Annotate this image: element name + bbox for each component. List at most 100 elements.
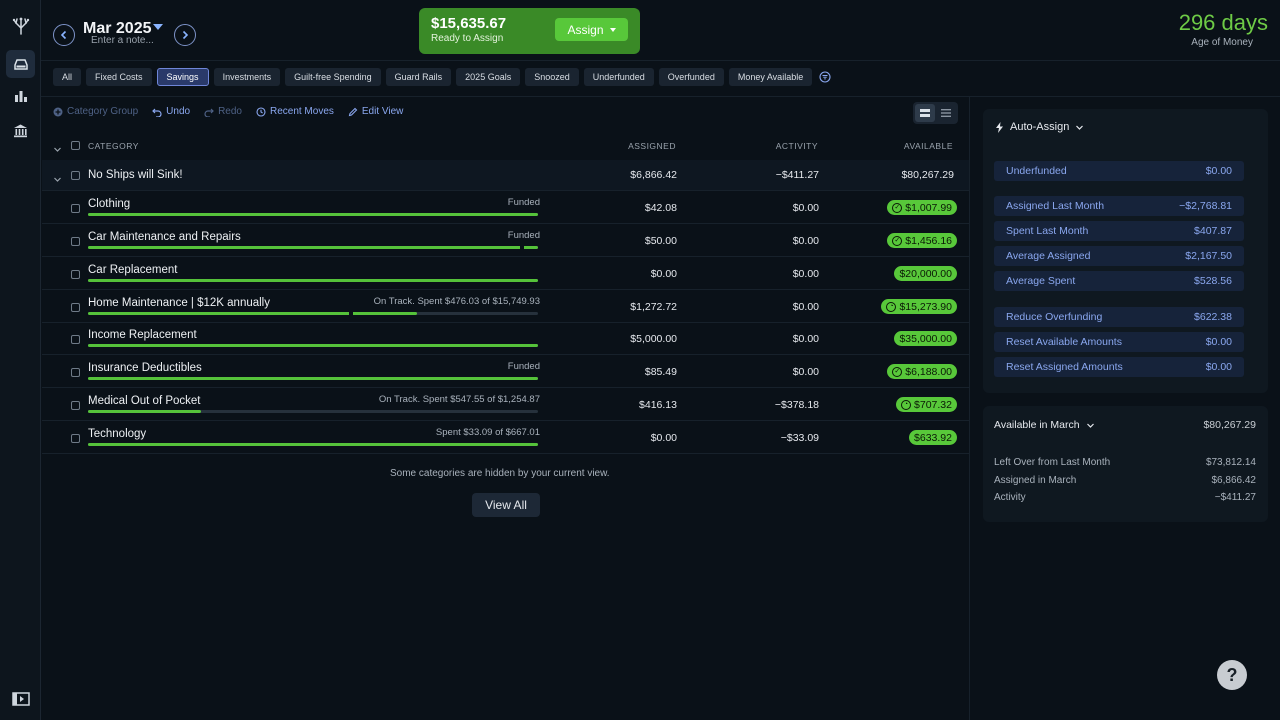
filter-settings-icon[interactable]	[819, 71, 831, 83]
category-name[interactable]: Income Replacement	[88, 329, 197, 341]
auto-assign-spent-last-month[interactable]: Spent Last Month $407.87	[994, 221, 1244, 241]
auto-assign-average-spent[interactable]: Average Spent $528.56	[994, 271, 1244, 291]
auto-assign-reset-available[interactable]: Reset Available Amounts $0.00	[994, 332, 1244, 352]
filter-chip-guard-rails[interactable]: Guard Rails	[385, 68, 452, 86]
filter-chip-2025-goals[interactable]: 2025 Goals	[456, 68, 521, 86]
view-all-button[interactable]: View All	[472, 493, 540, 517]
edit-view-button[interactable]: Edit View	[348, 106, 403, 117]
available-pill[interactable]: ◔ $707.32	[896, 397, 957, 412]
auto-assign-toggle[interactable]: Auto-Assign	[995, 121, 1084, 133]
category-name[interactable]: Clothing	[88, 198, 131, 210]
available-pill[interactable]: ◔ $15,273.90	[881, 299, 957, 314]
accounts-bank-icon[interactable]	[6, 116, 35, 144]
activity-amount[interactable]: $0.00	[792, 301, 819, 313]
undo-button[interactable]: Undo	[152, 106, 190, 117]
assign-button[interactable]: Assign	[555, 18, 628, 41]
help-button[interactable]: ?	[1217, 660, 1247, 690]
category-row[interactable]: Income Replacement $5,000.00 $0.00 $35,0…	[42, 323, 969, 355]
assigned-amount[interactable]: $50.00	[644, 235, 677, 247]
activity-amount[interactable]: $0.00	[792, 202, 819, 214]
activity-amount[interactable]: $0.00	[792, 366, 819, 378]
assigned-amount[interactable]: $1,272.72	[630, 301, 677, 313]
row-checkbox[interactable]	[71, 335, 80, 344]
category-name[interactable]: Car Replacement	[88, 264, 178, 276]
header-category[interactable]: CATEGORY	[88, 141, 139, 151]
row-checkbox[interactable]	[71, 270, 80, 279]
assigned-amount[interactable]: $416.13	[639, 399, 677, 411]
category-name[interactable]: Insurance Deductibles	[88, 362, 202, 374]
row-checkbox[interactable]	[71, 434, 80, 443]
group-checkbox[interactable]	[71, 171, 80, 180]
available-pill[interactable]: $633.92	[909, 430, 957, 445]
add-category-group-button[interactable]: Category Group	[53, 106, 138, 117]
assigned-amount[interactable]: $0.00	[650, 432, 677, 444]
category-row[interactable]: Home Maintenance | $12K annually On Trac…	[42, 291, 969, 323]
header-available[interactable]: AVAILABLE	[903, 141, 953, 151]
category-row[interactable]: Car Maintenance and Repairs Funded $50.0…	[42, 225, 969, 257]
category-group-row[interactable]: No Ships will Sink! $6,866.42 −$411.27 $…	[42, 160, 969, 191]
select-all-checkbox[interactable]	[71, 141, 80, 150]
assigned-amount[interactable]: $42.08	[644, 202, 677, 214]
redo-button[interactable]: Redo	[204, 106, 242, 117]
auto-assign-underfunded[interactable]: Underfunded $0.00	[994, 161, 1244, 181]
auto-assign-assigned-last-month[interactable]: Assigned Last Month −$2,768.81	[994, 196, 1244, 216]
list-view-button[interactable]	[936, 104, 956, 122]
activity-amount[interactable]: $0.00	[792, 235, 819, 247]
available-pill[interactable]: ✓ $6,188.00	[887, 364, 957, 379]
collapse-sidebar-icon[interactable]	[6, 685, 35, 713]
category-row[interactable]: Medical Out of Pocket On Track. Spent $5…	[42, 389, 969, 421]
category-name[interactable]: Medical Out of Pocket	[88, 395, 201, 407]
category-row[interactable]: Car Replacement $0.00 $0.00 $20,000.00	[42, 258, 969, 290]
group-chevron-icon[interactable]	[53, 171, 62, 189]
category-name[interactable]: Home Maintenance | $12K annually	[88, 297, 270, 309]
available-pill[interactable]: ✓ $1,007.99	[887, 200, 957, 215]
header-activity[interactable]: ACTIVITY	[775, 141, 818, 151]
category-row[interactable]: Technology Spent $33.09 of $667.01 $0.00…	[42, 422, 969, 454]
activity-amount[interactable]: $0.00	[792, 333, 819, 345]
assigned-amount[interactable]: $85.49	[644, 366, 677, 378]
filter-chip-overfunded[interactable]: Overfunded	[658, 68, 724, 86]
row-checkbox[interactable]	[71, 204, 80, 213]
auto-assign-reset-assigned[interactable]: Reset Assigned Amounts $0.00	[994, 357, 1244, 377]
available-pill[interactable]: ✓ $1,456.16	[887, 233, 957, 248]
activity-amount[interactable]: −$33.09	[780, 432, 819, 444]
activity-amount[interactable]: $0.00	[792, 268, 819, 280]
filter-chip-money-available[interactable]: Money Available	[728, 68, 813, 86]
filter-chip-guilt-free-spending[interactable]: Guilt-free Spending	[285, 68, 381, 86]
activity-amount[interactable]: −$378.18	[774, 399, 819, 411]
filter-chip-investments[interactable]: Investments	[213, 68, 281, 86]
assigned-amount[interactable]: $5,000.00	[630, 333, 677, 345]
row-checkbox[interactable]	[71, 303, 80, 312]
category-name[interactable]: Car Maintenance and Repairs	[88, 231, 241, 243]
filter-chip-all[interactable]: All	[53, 68, 82, 86]
filter-chip-snoozed[interactable]: Snoozed	[525, 68, 579, 86]
budget-nav-icon[interactable]	[6, 50, 35, 78]
auto-assign-average-assigned[interactable]: Average Assigned $2,167.50	[994, 246, 1244, 266]
filter-chip-savings[interactable]: Savings	[156, 68, 209, 86]
available-in-month-toggle[interactable]: Available in March	[994, 419, 1095, 431]
previous-month-button[interactable]	[53, 24, 75, 46]
compact-view-button[interactable]	[915, 104, 935, 122]
reports-chart-icon[interactable]	[6, 82, 35, 110]
filter-chip-fixed-costs[interactable]: Fixed Costs	[86, 68, 152, 86]
available-pill[interactable]: $20,000.00	[894, 266, 957, 281]
filter-chip-underfunded[interactable]: Underfunded	[583, 68, 654, 86]
month-selector[interactable]: Mar 2025	[83, 20, 152, 37]
recent-moves-button[interactable]: Recent Moves	[256, 106, 334, 117]
category-row[interactable]: Clothing Funded $42.08 $0.00 ✓ $1,007.99	[42, 192, 969, 224]
row-checkbox[interactable]	[71, 237, 80, 246]
logo-tree-icon[interactable]	[6, 12, 35, 40]
category-row[interactable]: Insurance Deductibles Funded $85.49 $0.0…	[42, 356, 969, 388]
month-caret-icon[interactable]	[153, 24, 163, 30]
available-pill[interactable]: $35,000.00	[894, 331, 957, 346]
group-name[interactable]: No Ships will Sink!	[88, 169, 183, 181]
next-month-button[interactable]	[174, 24, 196, 46]
collapse-all-chevron-icon[interactable]	[53, 141, 62, 159]
row-checkbox[interactable]	[71, 368, 80, 377]
auto-assign-reduce-overfunding[interactable]: Reduce Overfunding $622.38	[994, 307, 1244, 327]
category-name[interactable]: Technology	[88, 428, 147, 440]
header-assigned[interactable]: ASSIGNED	[628, 141, 676, 151]
row-checkbox[interactable]	[71, 401, 80, 410]
assigned-amount[interactable]: $0.00	[650, 268, 677, 280]
month-note-input[interactable]: Enter a note...	[91, 35, 154, 46]
